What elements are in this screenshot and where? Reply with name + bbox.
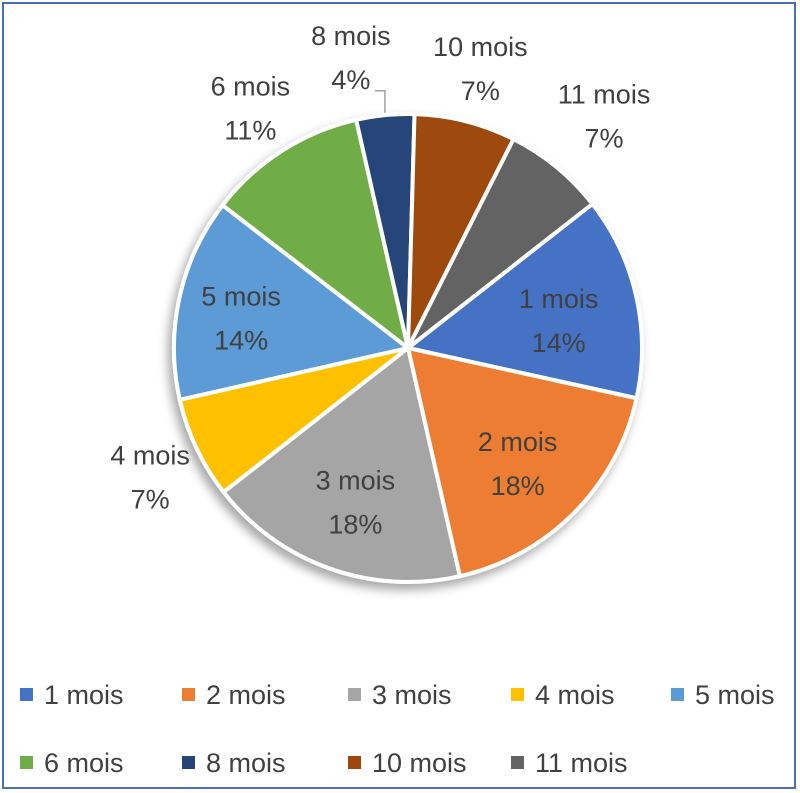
legend-swatch: [348, 756, 361, 769]
legend-label: 6 mois: [44, 748, 124, 778]
pie-slice-1-mois: [406, 201, 644, 401]
slice-label-pct: 4%: [331, 65, 370, 95]
pie-slice-5-mois: [172, 203, 410, 402]
slice-label-pct: 14%: [214, 325, 268, 355]
slice-label-pct: 18%: [328, 510, 382, 540]
legend-label: 4 mois: [535, 680, 615, 710]
legend-label: 11 mois: [535, 748, 628, 778]
pie-slice-11-mois: [406, 137, 595, 350]
legend-item-4-mois: 4 mois: [511, 680, 615, 710]
legend: 1 mois 2 mois 3 mois 4 mois 5 mois 6 mois 8 mo…: [20, 680, 775, 778]
slice-label-name: 3 mois: [316, 466, 396, 496]
legend-item-10-mois: 10 mois: [348, 748, 467, 778]
slice-label-pct: 7%: [461, 76, 500, 106]
legend-item-6-mois: 6 mois: [20, 748, 124, 778]
pie-slice-2-mois: [406, 346, 639, 579]
legend-item-1-mois: 1 mois: [20, 680, 124, 710]
legend-swatch: [511, 688, 524, 701]
legend-swatch: [20, 756, 33, 769]
legend-item-8-mois: 8 mois: [182, 748, 286, 778]
legend-item-2-mois: 2 mois: [182, 680, 286, 710]
legend-item-5-mois: 5 mois: [671, 680, 775, 710]
slice-label-pct: 7%: [131, 484, 170, 514]
legend-swatch: [182, 756, 195, 769]
slice-label-name: 5 mois: [201, 281, 281, 311]
legend-label: 3 mois: [372, 680, 452, 710]
legend-label: 5 mois: [695, 680, 775, 710]
pie-chart: 1 mois 14% 2 mois 18% 3 mois 18% 4 mois 7% 5 moi…: [20, 21, 775, 778]
slice-label-pct: 18%: [491, 471, 545, 501]
legend-swatch: [348, 688, 361, 701]
pie-slice-6-mois: [220, 117, 410, 350]
legend-item-11-mois: 11 mois: [511, 748, 628, 778]
slice-label-name: 8 mois: [311, 21, 391, 51]
slice-label-name: 4 mois: [110, 440, 190, 470]
legend-swatch: [671, 688, 684, 701]
leader-lines: [374, 90, 386, 113]
slice-label-pct: 14%: [532, 328, 586, 358]
slice-label-name: 11 mois: [558, 79, 651, 109]
legend-label: 1 mois: [44, 680, 124, 710]
legend-label: 8 mois: [206, 748, 286, 778]
slice-labels: 1 mois 14% 2 mois 18% 3 mois 18% 4 mois 7% 5 moi…: [110, 21, 650, 540]
legend-label: 10 mois: [372, 748, 467, 778]
legend-swatch: [20, 688, 33, 701]
slice-label-pct: 7%: [585, 123, 624, 153]
pie-slices: [172, 112, 644, 584]
slice-label-name: 10 mois: [433, 32, 528, 62]
legend-swatch: [511, 756, 524, 769]
legend-swatch: [182, 688, 195, 701]
slice-label-name: 6 mois: [211, 72, 291, 102]
leader-line-8-mois: [374, 90, 386, 113]
legend-item-3-mois: 3 mois: [348, 680, 452, 710]
slice-label-pct: 11%: [224, 116, 276, 146]
pie-slice-3-mois: [221, 346, 462, 584]
slice-label-name: 1 mois: [519, 284, 599, 314]
legend-label: 2 mois: [206, 680, 286, 710]
slice-label-name: 2 mois: [478, 427, 558, 457]
